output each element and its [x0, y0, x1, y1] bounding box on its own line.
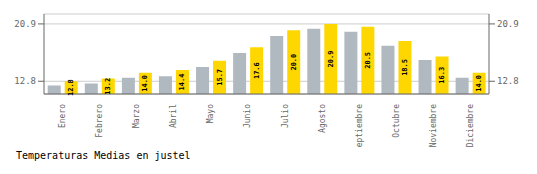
- svg-text:12.8: 12.8: [497, 76, 519, 86]
- svg-text:15.7: 15.7: [216, 69, 224, 86]
- svg-text:Enero: Enero: [58, 104, 67, 128]
- svg-text:13.2: 13.2: [104, 78, 112, 95]
- svg-text:Octubre: Octubre: [392, 104, 401, 138]
- svg-text:20.5: 20.5: [364, 52, 372, 69]
- svg-text:14.4: 14.4: [178, 74, 186, 91]
- svg-text:14.0: 14.0: [141, 75, 149, 92]
- svg-text:16.3: 16.3: [438, 67, 446, 84]
- svg-text:20.9: 20.9: [497, 19, 519, 29]
- svg-text:Mayo: Mayo: [206, 104, 215, 123]
- svg-text:Marzo: Marzo: [132, 104, 141, 128]
- svg-text:17.6: 17.6: [253, 62, 261, 79]
- svg-text:Febrero: Febrero: [95, 104, 104, 138]
- svg-text:Agosto: Agosto: [318, 104, 327, 133]
- svg-text:Junio: Junio: [243, 104, 252, 128]
- svg-text:Noviembre: Noviembre: [429, 104, 438, 148]
- svg-text:Diciembre: Diciembre: [466, 104, 475, 148]
- svg-text:12.8: 12.8: [67, 79, 75, 96]
- svg-text:18.5: 18.5: [401, 59, 409, 76]
- svg-text:20.9: 20.9: [327, 51, 335, 68]
- svg-text:14.0: 14.0: [475, 75, 483, 92]
- html-text:Temperaturas Medias en justel: Temperaturas Medias en justel: [16, 150, 191, 161]
- svg-text:20.9: 20.9: [14, 19, 36, 29]
- svg-text:20.0: 20.0: [290, 54, 298, 71]
- svg-text:Julio: Julio: [281, 104, 290, 128]
- svg-text:Septiembre: Septiembre: [355, 104, 364, 148]
- svg-text:12.8: 12.8: [14, 76, 36, 86]
- svg-text:Abril: Abril: [169, 104, 178, 128]
